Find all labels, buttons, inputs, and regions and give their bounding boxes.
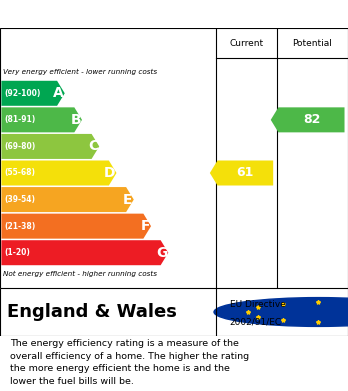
Polygon shape <box>1 160 117 185</box>
Polygon shape <box>1 134 99 159</box>
Text: D: D <box>104 166 116 180</box>
Text: 2002/91/EC: 2002/91/EC <box>230 317 282 326</box>
Polygon shape <box>1 240 168 265</box>
Text: The energy efficiency rating is a measure of the
overall efficiency of a home. T: The energy efficiency rating is a measur… <box>10 339 250 386</box>
Circle shape <box>214 298 348 326</box>
Text: England & Wales: England & Wales <box>7 303 177 321</box>
Text: (1-20): (1-20) <box>4 248 30 257</box>
Text: (21-38): (21-38) <box>4 222 35 231</box>
Text: F: F <box>141 219 150 233</box>
Text: Energy Efficiency Rating: Energy Efficiency Rating <box>69 7 279 22</box>
Text: C: C <box>88 140 98 153</box>
Text: 61: 61 <box>237 167 254 179</box>
Polygon shape <box>1 108 82 133</box>
Polygon shape <box>210 160 273 185</box>
Text: (55-68): (55-68) <box>4 169 35 178</box>
Text: Not energy efficient - higher running costs: Not energy efficient - higher running co… <box>3 271 158 277</box>
Polygon shape <box>1 187 134 212</box>
Text: EU Directive: EU Directive <box>230 300 286 309</box>
Polygon shape <box>271 108 345 133</box>
Text: B: B <box>70 113 81 127</box>
Text: A: A <box>53 86 64 100</box>
Polygon shape <box>1 213 151 239</box>
Text: Current: Current <box>229 38 263 47</box>
Text: Very energy efficient - lower running costs: Very energy efficient - lower running co… <box>3 69 158 75</box>
Text: Potential: Potential <box>292 38 332 47</box>
Text: (39-54): (39-54) <box>4 195 35 204</box>
Text: (81-91): (81-91) <box>4 115 35 124</box>
Text: G: G <box>156 246 167 260</box>
Text: E: E <box>123 193 133 206</box>
Polygon shape <box>1 81 65 106</box>
Text: (92-100): (92-100) <box>4 89 41 98</box>
Text: 82: 82 <box>303 113 320 126</box>
Text: (69-80): (69-80) <box>4 142 35 151</box>
